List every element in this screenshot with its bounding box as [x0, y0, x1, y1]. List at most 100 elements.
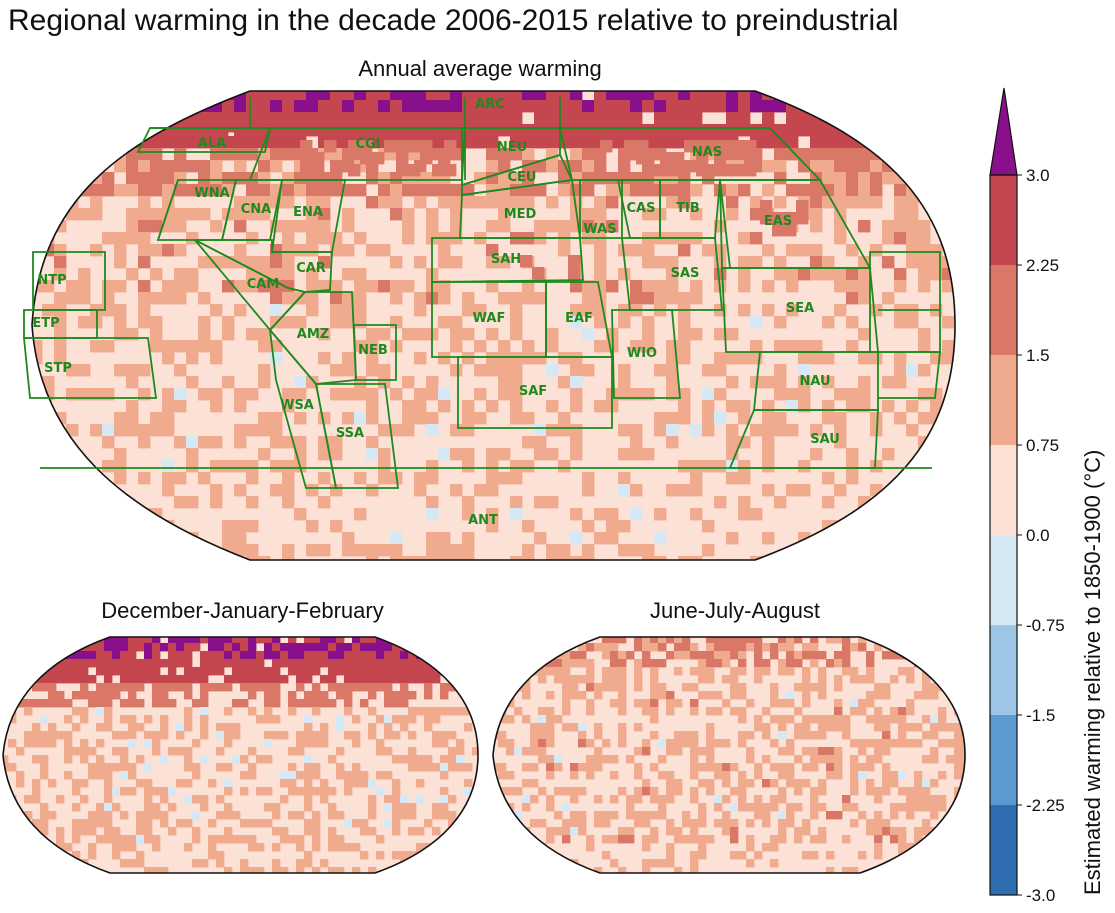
warming-cell	[168, 803, 177, 812]
jja-map-title: June-July-August	[650, 598, 820, 623]
warming-cell	[72, 723, 81, 732]
warming-cell	[282, 256, 295, 269]
warming-cell	[798, 544, 811, 557]
warming-cell	[246, 256, 259, 269]
warming-cell	[538, 723, 547, 732]
warming-cell	[294, 244, 307, 257]
warming-cell	[390, 292, 403, 305]
warming-cell	[160, 675, 169, 684]
warming-cell	[16, 827, 25, 836]
warming-cell	[810, 683, 819, 692]
warming-cell	[198, 340, 211, 353]
warming-cell	[498, 208, 511, 221]
warming-cell	[510, 400, 523, 413]
warming-cell	[440, 651, 449, 660]
warming-cell	[602, 811, 611, 820]
warming-cell	[294, 184, 307, 197]
warming-cell	[514, 811, 523, 820]
warming-cell	[538, 819, 547, 828]
warming-cell	[32, 683, 41, 692]
warming-cell	[80, 755, 89, 764]
warming-cell	[104, 691, 113, 700]
warming-cell	[618, 91, 631, 101]
warming-cell	[32, 340, 43, 353]
warming-cell	[594, 795, 603, 804]
warming-cell	[312, 763, 321, 772]
warming-cell	[450, 328, 463, 341]
warming-cell	[88, 651, 97, 660]
warming-cell	[562, 827, 571, 836]
warming-cell	[798, 340, 811, 353]
warming-cell	[440, 811, 449, 820]
warming-cell	[210, 388, 223, 401]
warming-cell	[248, 763, 257, 772]
warming-cell	[642, 747, 651, 756]
warming-cell	[352, 819, 361, 828]
warming-cell	[810, 100, 823, 113]
warming-cell	[493, 675, 499, 684]
warming-cell	[318, 472, 331, 485]
warming-cell	[714, 100, 727, 113]
warming-cell	[778, 795, 787, 804]
warming-cell	[320, 779, 329, 788]
warming-cell	[366, 448, 379, 461]
warming-cell	[510, 91, 523, 101]
warming-cell	[344, 667, 353, 676]
warming-cell	[730, 827, 739, 836]
warming-cell	[336, 843, 345, 852]
warming-cell	[738, 352, 751, 365]
warming-cell	[168, 659, 177, 668]
warming-cell	[96, 643, 105, 652]
warming-cell	[32, 795, 41, 804]
warming-cell	[498, 827, 507, 836]
warming-cell	[558, 556, 571, 560]
warming-cell	[66, 136, 79, 149]
warming-cell	[698, 803, 707, 812]
warming-cell	[336, 659, 345, 668]
warming-cell	[922, 787, 931, 796]
warming-cell	[498, 448, 511, 461]
warming-cell	[666, 256, 679, 269]
warming-cell	[938, 637, 947, 644]
warming-cell	[906, 160, 919, 173]
warming-cell	[400, 851, 409, 860]
warming-cell	[682, 683, 691, 692]
warming-cell	[586, 739, 595, 748]
warming-cell	[144, 835, 153, 844]
warming-cell	[774, 172, 787, 185]
warming-cell	[40, 675, 49, 684]
warming-cell	[962, 763, 965, 772]
warming-cell	[282, 148, 295, 161]
warming-cell	[746, 637, 755, 644]
warming-cell	[746, 731, 755, 740]
warming-cell	[426, 208, 439, 221]
warming-cell	[90, 136, 103, 149]
warming-cell	[128, 659, 137, 668]
warming-cell	[606, 508, 619, 521]
warming-cell	[256, 675, 265, 684]
warming-cell	[120, 683, 129, 692]
warming-cell	[192, 699, 201, 708]
warming-cell	[414, 292, 427, 305]
warming-cell	[416, 779, 425, 788]
warming-cell	[32, 91, 43, 101]
warming-cell	[962, 683, 965, 692]
warming-cell	[162, 388, 175, 401]
warming-cell	[618, 675, 627, 684]
warming-cell	[42, 148, 55, 161]
warming-cell	[104, 779, 113, 788]
jja-map	[492, 636, 966, 874]
warming-cell	[224, 739, 233, 748]
warming-cell	[88, 699, 97, 708]
warming-cell	[882, 124, 895, 137]
warming-cell	[344, 731, 353, 740]
warming-cell	[582, 544, 595, 557]
warming-cell	[270, 124, 283, 137]
warming-cell	[296, 747, 305, 756]
warming-cell	[930, 136, 943, 149]
warming-cell	[738, 731, 747, 740]
warming-cell	[822, 100, 835, 113]
warming-cell	[810, 811, 819, 820]
warming-cell	[176, 747, 185, 756]
warming-cell	[582, 328, 595, 341]
